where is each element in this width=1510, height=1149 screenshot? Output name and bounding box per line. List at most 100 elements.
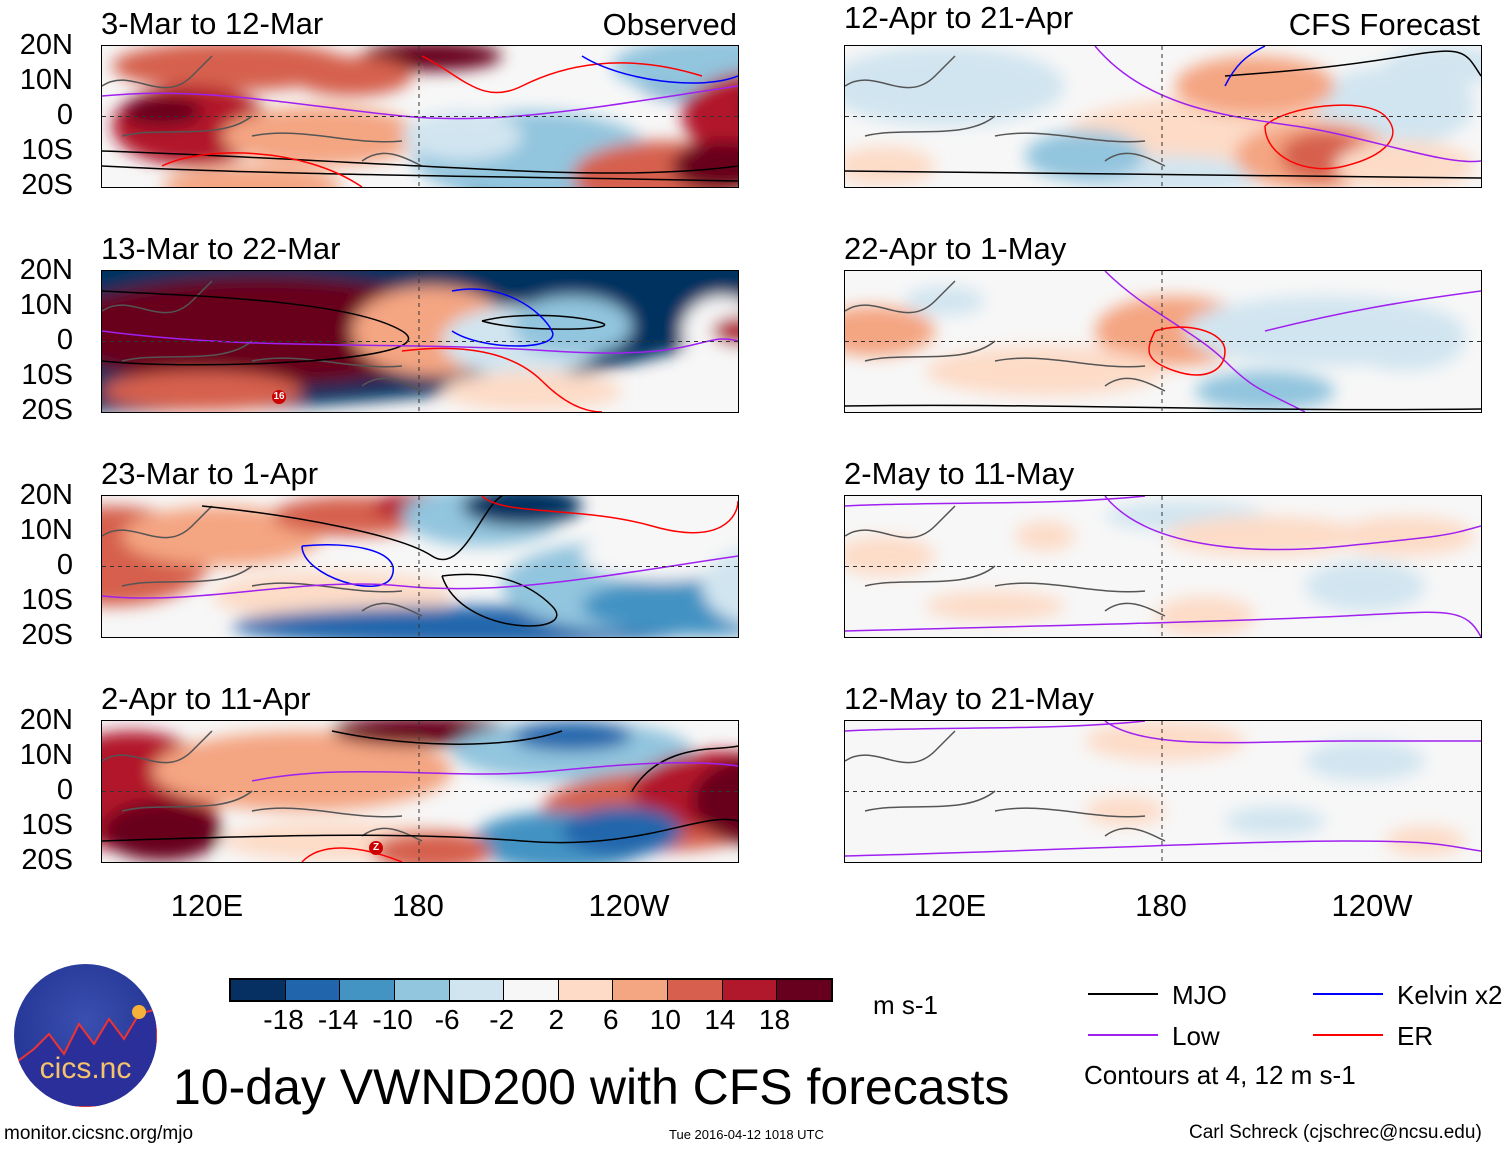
footer-url[interactable]: monitor.cicsnc.org/mjo [4,1123,194,1144]
anomaly-region [102,801,222,861]
anomaly-region [102,371,302,411]
map-panel-right-3 [844,495,1482,638]
colorbar-swatch [504,980,559,1000]
anomaly-region [402,111,522,161]
anomaly-region [1155,596,1255,636]
map-panel-right-4 [844,720,1482,863]
map-panel-left-3 [101,495,739,638]
panel-title: 2-May to 11-May [844,456,1075,491]
map-panel-left-1 [101,45,739,188]
contour-line [251,761,738,782]
anomaly-region [292,56,412,96]
panel-title: 12-Apr to 21-Apr [844,0,1074,35]
contour-line [1104,721,1481,744]
legend-label: ER [1397,1021,1434,1051]
contour-line [102,555,738,599]
anomaly-region [512,721,632,751]
legend-line-kelvin-x2 [1313,993,1383,995]
y-tick-label: 0 [56,774,73,806]
anomaly-region [1025,131,1145,181]
y-tick-label: 0 [56,549,73,581]
y-tick-label: 20S [21,844,73,876]
coastline [102,55,423,167]
map-panel-right-1 [844,45,1482,188]
contour-line [581,55,738,84]
colorbar-tick-label: 10 [649,1004,681,1035]
contour-line [1224,50,1481,77]
anomaly-region [562,806,682,856]
colorbar-tick-label: -6 [434,1004,460,1035]
legend-label: Kelvin x2 [1397,980,1503,1010]
y-tick-label: 10S [21,584,73,616]
colorbar-tick-label: 18 [758,1004,791,1035]
x-tick-label: 120E [170,888,244,923]
coastline [845,730,1166,842]
contour-line [451,288,554,347]
contour-line [331,730,563,745]
coastline [845,55,1166,167]
contour-line [201,496,503,560]
anomaly-region [845,46,1065,126]
anomaly-region [1335,141,1475,187]
anomaly-region [682,296,738,366]
contour-line [1224,46,1266,87]
anomaly-region [672,141,738,187]
x-tick-label: 180 [392,888,444,923]
colorbar-tick-label: -18 [263,1004,304,1035]
anomaly-region [1385,826,1465,856]
panel-title: 22-Apr to 1-May [844,231,1067,266]
colorbar [229,978,833,1002]
contour-line [102,165,738,182]
colorbar-swatch [722,980,778,1000]
contour-line [301,847,403,862]
anomaly-region [845,306,935,356]
anomaly-region [1305,561,1425,611]
colorbar-swatch [613,980,669,1000]
legend-label: Low [1172,1021,1220,1051]
anomaly-region [1175,56,1335,116]
contour-line [845,404,1481,411]
anomaly-region [712,316,738,346]
map-panel-left-2 [101,270,739,413]
anomaly-region [845,146,935,186]
y-tick-label: 20S [21,169,73,201]
colorbar-swatch [777,980,832,1000]
coastline [845,505,1166,617]
colorbar-swatch [668,980,723,1000]
anomaly-region [1335,516,1475,556]
legend-label: MJO [1172,980,1227,1010]
contour-line [845,840,1481,857]
colorbar-units: m s-1 [873,990,938,1020]
panel-title: 12-May to 21-May [844,681,1094,716]
panel-tag: CFS Forecast [1288,7,1480,42]
map-panel-right-2 [844,270,1482,413]
colorbar-tick-label: 6 [603,1004,619,1035]
colorbar-tick-label: 14 [704,1004,736,1035]
legend-line-low [1088,1034,1158,1036]
contour-line [631,745,738,792]
y-tick-label: 10S [21,809,73,841]
panel-tag: Observed [602,7,737,42]
anomaly-region [122,96,202,126]
coastline [102,280,423,392]
anomaly-region [372,831,492,862]
x-tick-label: 120W [588,888,670,923]
y-tick-label: 20N [19,479,73,511]
y-tick-label: 10S [21,359,73,391]
map-panel-left-4 [101,720,739,863]
contour-line [1094,46,1481,163]
logo-text: cics.nc [39,1052,132,1085]
y-tick-label: 20N [19,704,73,736]
anomaly-region [612,46,738,96]
contour-line [102,818,738,844]
y-tick-label: 10N [19,739,73,771]
colorbar-tick-label: 2 [548,1004,565,1035]
panel-title: 23-Mar to 1-Apr [101,456,319,491]
contour-line [401,347,603,412]
y-tick-label: 20S [21,394,73,426]
tropical-cyclone-marker: Z [369,841,383,855]
y-tick-label: 10N [19,64,73,96]
footer-timestamp: Tue 2016-04-12 1018 UTC [669,1127,824,1142]
colorbar-swatch [449,980,505,1000]
anomaly-region [1085,721,1245,761]
